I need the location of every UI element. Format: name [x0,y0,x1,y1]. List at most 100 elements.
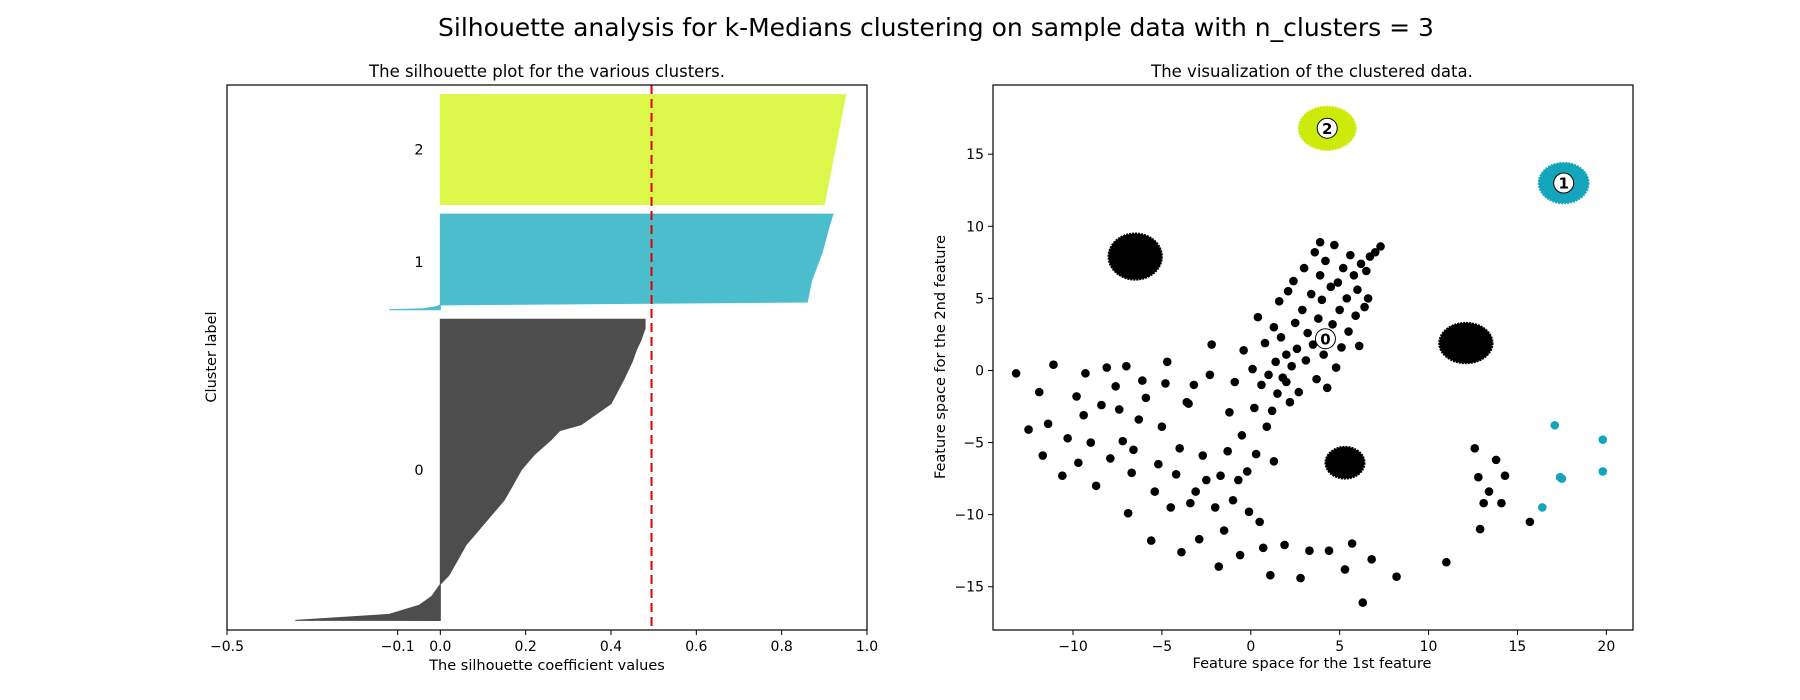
silhouette-xlabel: The silhouette coefficient values [428,658,665,674]
scatter-plot-frame [992,84,1634,631]
data-point-cluster-1 [1557,474,1567,483]
dense-cluster-blob [1438,321,1494,365]
data-point-cluster-0 [1138,376,1147,385]
data-point-cluster-0 [1392,572,1401,581]
data-point-cluster-0 [1058,471,1067,481]
data-point-cluster-0 [1294,387,1304,397]
data-point-cluster-0 [1184,399,1193,408]
data-point-cluster-0 [1150,487,1160,496]
data-point-cluster-0 [1251,449,1261,459]
data-point-cluster-0 [1162,357,1172,367]
silhouette-xtick-label: 0.6 [685,639,707,655]
data-point-cluster-0 [1303,328,1312,338]
data-point-cluster-0 [1344,327,1353,336]
dense-cluster-blob [1107,232,1163,281]
data-point-cluster-0 [1250,403,1259,413]
data-point-cluster-0 [1216,471,1225,481]
dense-cluster-blob [1324,445,1366,480]
data-point-cluster-0 [1257,380,1266,390]
data-point-cluster-0 [1091,481,1101,491]
data-point-cluster-0 [1319,350,1328,359]
data-point-cluster-0 [1315,271,1325,280]
scatter-xtick-label: 5 [1335,639,1344,655]
data-point-cluster-0 [1034,387,1044,397]
silhouette-cluster-label-1: 1 [414,255,423,271]
scatter-xtick-label: −10 [1058,639,1088,655]
data-point-cluster-0 [1235,550,1245,560]
data-point-cluster-0 [1290,318,1300,328]
data-point-cluster-0 [1351,311,1360,320]
data-point-cluster-0 [1228,495,1238,505]
data-point-cluster-0 [1370,247,1380,257]
data-point-cluster-0 [1210,503,1220,512]
data-point-cluster-0 [1271,357,1280,367]
data-point-cluster-0 [1207,340,1216,349]
data-point-cluster-0 [1258,543,1268,553]
data-point-cluster-0 [1354,341,1364,351]
scatter-xtick-label: 0 [1246,639,1255,655]
data-point-cluster-0 [1244,507,1254,517]
data-point-cluster-0 [1230,377,1240,387]
data-point-cluster-0 [1273,389,1282,398]
scatter-xtick-label: 15 [1509,639,1527,655]
data-point-cluster-0 [1363,294,1373,303]
data-point-cluster-0 [1324,546,1334,556]
data-point-cluster-0 [1118,436,1128,446]
data-point-cluster-0 [1146,536,1156,545]
data-point-cluster-0 [1242,467,1252,476]
data-point-cluster-0 [1333,278,1343,287]
data-point-cluster-0 [1285,397,1295,407]
data-point-cluster-0 [1274,296,1284,306]
data-point-cluster-0 [1106,454,1115,463]
data-point-cluster-1 [1550,420,1560,430]
data-point-cluster-0 [1340,565,1350,574]
data-point-cluster-0 [1072,392,1081,401]
data-point-cluster-0 [1479,498,1488,508]
data-point-cluster-0 [1202,475,1211,485]
data-point-cluster-0 [1219,526,1229,535]
data-point-cluster-0 [1186,498,1195,508]
cluster-center-label-2: 2 [1322,120,1332,138]
data-point-cluster-0 [1086,438,1096,447]
data-point-cluster-0 [1282,377,1291,387]
data-point-cluster-0 [1321,256,1330,266]
silhouette-xtick-label: 1.0 [856,639,878,655]
data-point-cluster-0 [1237,431,1247,440]
silhouette-band-0 [295,318,646,621]
data-point-cluster-0 [1043,419,1053,429]
data-point-cluster-0 [1314,314,1323,323]
scatter-plot-title: The visualization of the clustered data. [1150,62,1473,81]
silhouette-band-2 [439,94,847,206]
cluster-center-marker-0 [1314,328,1336,350]
silhouette-xtick-label: 0.8 [771,639,793,655]
data-point-cluster-0 [1317,295,1327,305]
data-point-cluster-0 [1347,539,1357,548]
data-point-cluster-0 [1326,282,1336,292]
silhouette-plot-frame [226,84,868,631]
cluster-scatter-plot: The visualization of the clustered data.… [933,62,1634,672]
data-point-cluster-0 [1280,540,1289,550]
data-point-cluster-0 [1266,570,1275,580]
silhouette-ylabel: Cluster label [204,311,220,402]
data-point-cluster-0 [1049,360,1058,370]
silhouette-cluster-label-0: 0 [414,463,423,479]
silhouette-xtick-label: −0.1 [381,639,415,655]
data-point-cluster-0 [1475,524,1485,534]
data-point-cluster-0 [1296,573,1305,583]
scatter-ytick-label: −15 [954,580,984,596]
data-point-cluster-0 [1276,333,1286,342]
data-point-cluster-0 [1097,400,1106,410]
data-point-cluster-0 [1175,444,1184,453]
silhouette-xtick-label: 0.4 [600,639,622,655]
data-point-cluster-0 [1081,369,1090,378]
data-point-cluster-0 [1362,266,1371,276]
data-point-cluster-0 [1191,487,1200,496]
data-point-cluster-0 [1262,422,1272,432]
silhouette-xtick-label: 0.2 [515,639,537,655]
data-point-cluster-0 [1011,369,1021,378]
data-point-cluster-0 [1239,345,1248,355]
scatter-ytick-label: −10 [954,508,984,524]
data-point-cluster-0 [1214,562,1224,571]
data-point-cluster-0 [1346,250,1355,260]
